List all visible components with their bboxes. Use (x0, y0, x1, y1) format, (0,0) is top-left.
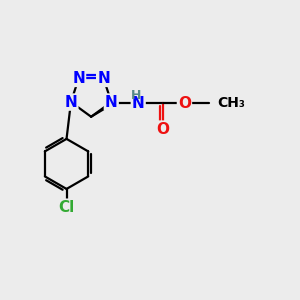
Text: N: N (105, 94, 118, 110)
Text: H: H (131, 89, 141, 102)
Text: N: N (64, 94, 77, 110)
Text: Cl: Cl (58, 200, 75, 215)
Text: N: N (72, 71, 85, 86)
Text: O: O (178, 96, 191, 111)
Text: CH₃: CH₃ (217, 97, 245, 110)
Text: N: N (132, 96, 145, 111)
Text: N: N (97, 71, 110, 86)
Text: O: O (157, 122, 170, 136)
